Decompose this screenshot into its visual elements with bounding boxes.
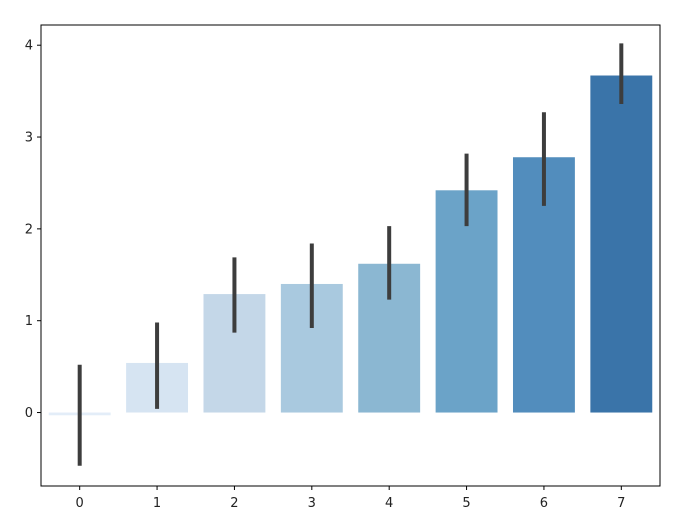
x-tick-label: 7 bbox=[617, 496, 625, 511]
y-axis: 0 1 2 3 4 bbox=[25, 39, 41, 421]
x-axis: 0 1 2 3 4 5 6 7 bbox=[76, 486, 625, 511]
x-tick-label: 3 bbox=[308, 496, 316, 511]
x-tick-label: 1 bbox=[153, 496, 161, 511]
x-tick-label: 2 bbox=[230, 496, 238, 511]
x-tick-label: 4 bbox=[385, 496, 393, 511]
plot-frame bbox=[40, 24, 661, 487]
x-tick-label: 5 bbox=[462, 496, 470, 511]
bar-5 bbox=[435, 190, 498, 413]
bars-layer bbox=[48, 75, 653, 416]
y-tick-label: 3 bbox=[25, 131, 33, 146]
y-tick-label: 2 bbox=[25, 222, 33, 237]
x-tick-label: 0 bbox=[76, 496, 84, 511]
bar-7 bbox=[590, 75, 653, 413]
error-bars-layer bbox=[77, 43, 624, 466]
x-tick-label: 6 bbox=[540, 496, 548, 511]
y-tick-label: 1 bbox=[25, 314, 33, 329]
y-tick-label: 4 bbox=[25, 39, 33, 54]
y-tick-label: 0 bbox=[25, 406, 33, 421]
